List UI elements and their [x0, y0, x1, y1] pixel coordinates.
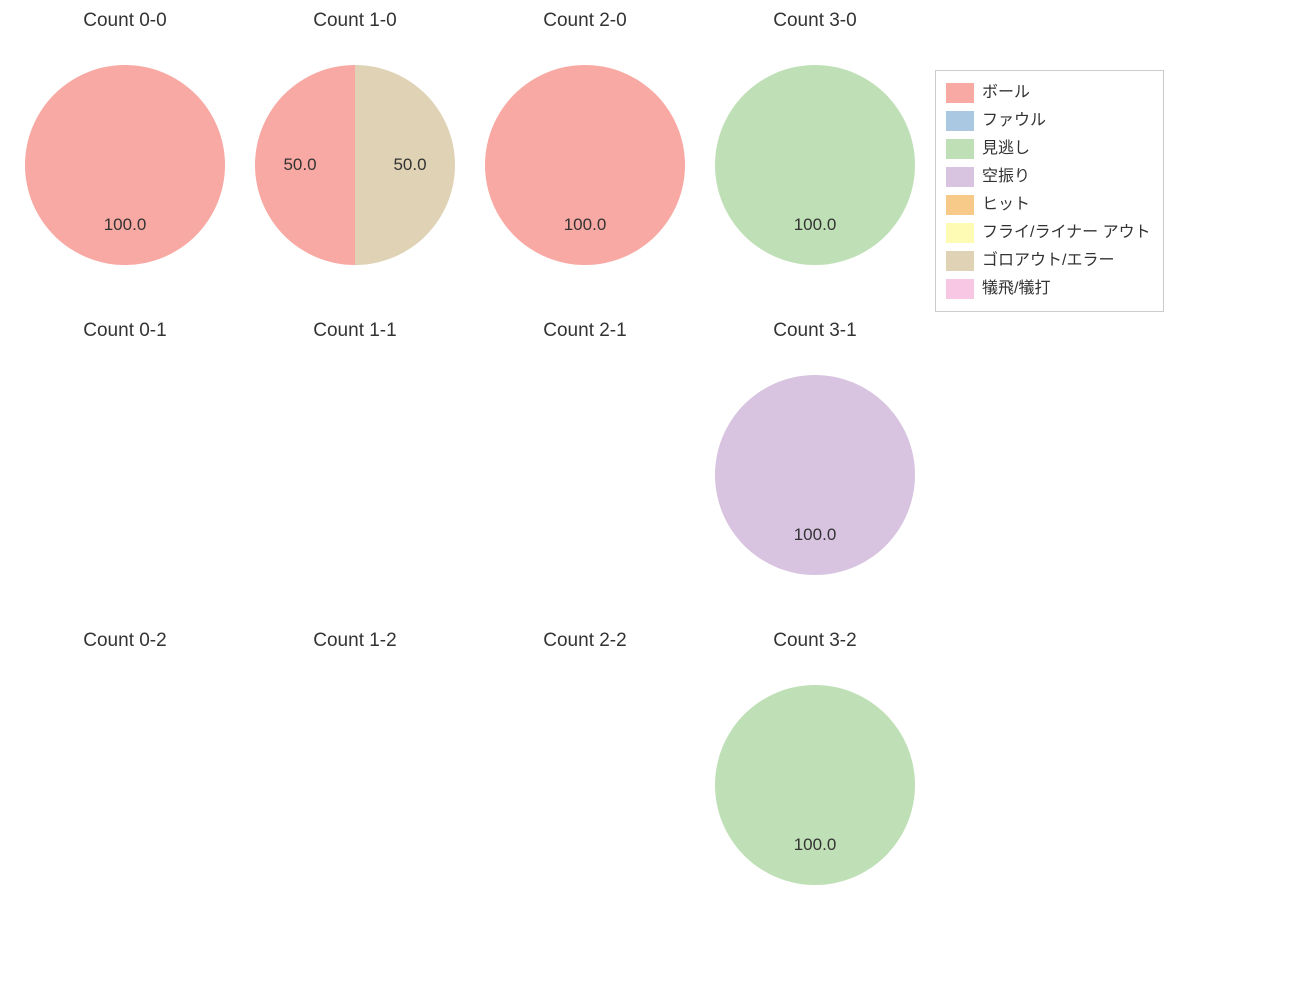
legend-label: 空振り [982, 163, 1030, 191]
pie-title: Count 2-0 [470, 10, 700, 32]
pie-title: Count 3-0 [700, 10, 930, 32]
pie-title: Count 1-2 [240, 630, 470, 652]
legend-item: ゴロアウト/エラー [946, 247, 1151, 275]
legend-label: 見逃し [982, 135, 1030, 163]
pie-svg [485, 65, 685, 265]
pie-title: Count 3-2 [700, 630, 930, 652]
pie-cell: Count 2-1 [470, 320, 700, 630]
pie-slice [25, 65, 225, 265]
legend-label: 犠飛/犠打 [982, 275, 1050, 303]
legend-label: フライ/ライナー アウト [982, 219, 1151, 247]
legend-swatch [946, 251, 974, 271]
pie-chart: 100.0 [715, 685, 915, 885]
pie-cell: Count 1-2 [240, 630, 470, 940]
pie-title: Count 1-0 [240, 10, 470, 32]
pie-cell: Count 3-1 100.0 [700, 320, 930, 630]
pie-slice [255, 65, 355, 265]
legend-item: 空振り [946, 163, 1151, 191]
pie-svg [715, 65, 915, 265]
pie-cell: Count 0-2 [10, 630, 240, 940]
chart-canvas: Count 0-0100.0Count 1-050.050.0Count 2-0… [0, 0, 1300, 1000]
pie-cell: Count 1-0 50.050.0 [240, 10, 470, 320]
pie-title: Count 3-1 [700, 320, 930, 342]
pie-title: Count 0-1 [10, 320, 240, 342]
legend-swatch [946, 279, 974, 299]
pie-cell: Count 0-0 100.0 [10, 10, 240, 320]
pie-chart: 100.0 [485, 65, 685, 265]
legend-label: ゴロアウト/エラー [982, 247, 1114, 275]
pie-svg [255, 65, 455, 265]
legend-label: ボール [982, 79, 1030, 107]
pie-slice [485, 65, 685, 265]
legend-swatch [946, 195, 974, 215]
pie-slice [715, 65, 915, 265]
pie-title: Count 2-2 [470, 630, 700, 652]
pie-cell: Count 0-1 [10, 320, 240, 630]
legend-item: フライ/ライナー アウト [946, 219, 1151, 247]
pie-title: Count 2-1 [470, 320, 700, 342]
legend-item: ボール [946, 79, 1151, 107]
legend-swatch [946, 83, 974, 103]
legend-swatch [946, 111, 974, 131]
legend-label: ファウル [982, 107, 1046, 135]
pie-title: Count 0-0 [10, 10, 240, 32]
pie-slice [715, 375, 915, 575]
legend-swatch [946, 167, 974, 187]
legend-item: ヒット [946, 191, 1151, 219]
pie-title: Count 0-2 [10, 630, 240, 652]
pie-cell: Count 2-2 [470, 630, 700, 940]
legend-label: ヒット [982, 191, 1030, 219]
pie-svg [715, 375, 915, 575]
pie-chart: 100.0 [715, 65, 915, 265]
pie-cell: Count 3-2 100.0 [700, 630, 930, 940]
legend-item: 犠飛/犠打 [946, 275, 1151, 303]
pie-slice [355, 65, 455, 265]
pie-svg [25, 65, 225, 265]
legend-swatch [946, 139, 974, 159]
legend-item: ファウル [946, 107, 1151, 135]
legend-item: 見逃し [946, 135, 1151, 163]
pie-slice [715, 685, 915, 885]
legend: ボールファウル見逃し空振りヒットフライ/ライナー アウトゴロアウト/エラー犠飛/… [935, 70, 1164, 312]
pie-chart: 100.0 [715, 375, 915, 575]
legend-swatch [946, 223, 974, 243]
pie-title: Count 1-1 [240, 320, 470, 342]
pie-svg [715, 685, 915, 885]
pie-cell: Count 2-0 100.0 [470, 10, 700, 320]
pie-cell: Count 1-1 [240, 320, 470, 630]
pie-cell: Count 3-0 100.0 [700, 10, 930, 320]
pie-chart: 50.050.0 [255, 65, 455, 265]
pie-chart: 100.0 [25, 65, 225, 265]
